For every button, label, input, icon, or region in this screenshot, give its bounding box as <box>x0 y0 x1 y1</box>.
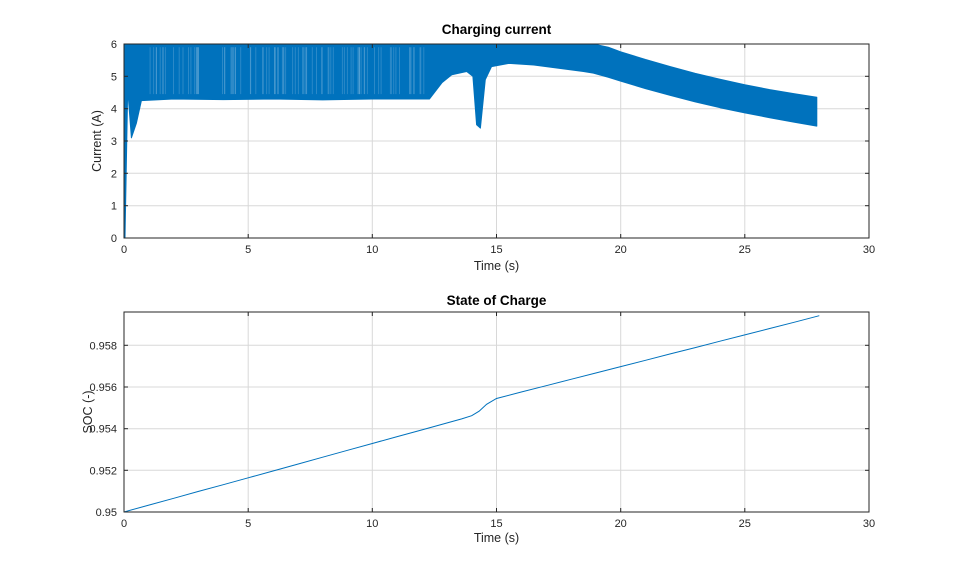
y-tick-label: 0.952 <box>89 465 117 477</box>
y-tick-label: 0.95 <box>96 507 117 519</box>
charging-current-ylabel: Current (A) <box>90 110 104 172</box>
x-tick-label: 30 <box>863 244 875 256</box>
x-tick-label: 0 <box>121 518 127 530</box>
y-tick-label: 4 <box>111 104 117 116</box>
x-tick-label: 20 <box>615 518 627 530</box>
charging-current-title: Charging current <box>441 22 552 37</box>
x-tick-label: 25 <box>739 518 751 530</box>
soc-xlabel: Time (s) <box>473 531 520 545</box>
x-tick-label: 5 <box>245 244 251 256</box>
x-tick-label: 15 <box>490 244 502 256</box>
x-tick-label: 5 <box>245 518 251 530</box>
x-tick-label: 15 <box>490 518 502 530</box>
x-tick-label: 30 <box>863 518 875 530</box>
y-tick-label: 0.958 <box>89 340 117 352</box>
y-tick-label: 3 <box>111 136 117 148</box>
x-tick-label: 0 <box>121 244 127 256</box>
soc-line <box>123 315 820 513</box>
charging-current-xlabel: Time (s) <box>473 259 520 273</box>
x-tick-label: 10 <box>366 244 378 256</box>
y-tick-label: 0.954 <box>89 424 117 436</box>
x-tick-label: 25 <box>739 244 751 256</box>
y-tick-label: 6 <box>111 39 117 51</box>
x-tick-label: 20 <box>615 244 627 256</box>
soc-title: State of Charge <box>446 293 547 308</box>
soc-ylabel: SOC (-) <box>81 390 95 434</box>
y-tick-label: 5 <box>111 71 117 83</box>
y-tick-label: 1 <box>111 201 117 213</box>
y-tick-label: 2 <box>111 168 117 180</box>
y-tick-label: 0.956 <box>89 382 117 394</box>
x-tick-label: 10 <box>366 518 378 530</box>
y-tick-label: 0 <box>111 233 117 245</box>
